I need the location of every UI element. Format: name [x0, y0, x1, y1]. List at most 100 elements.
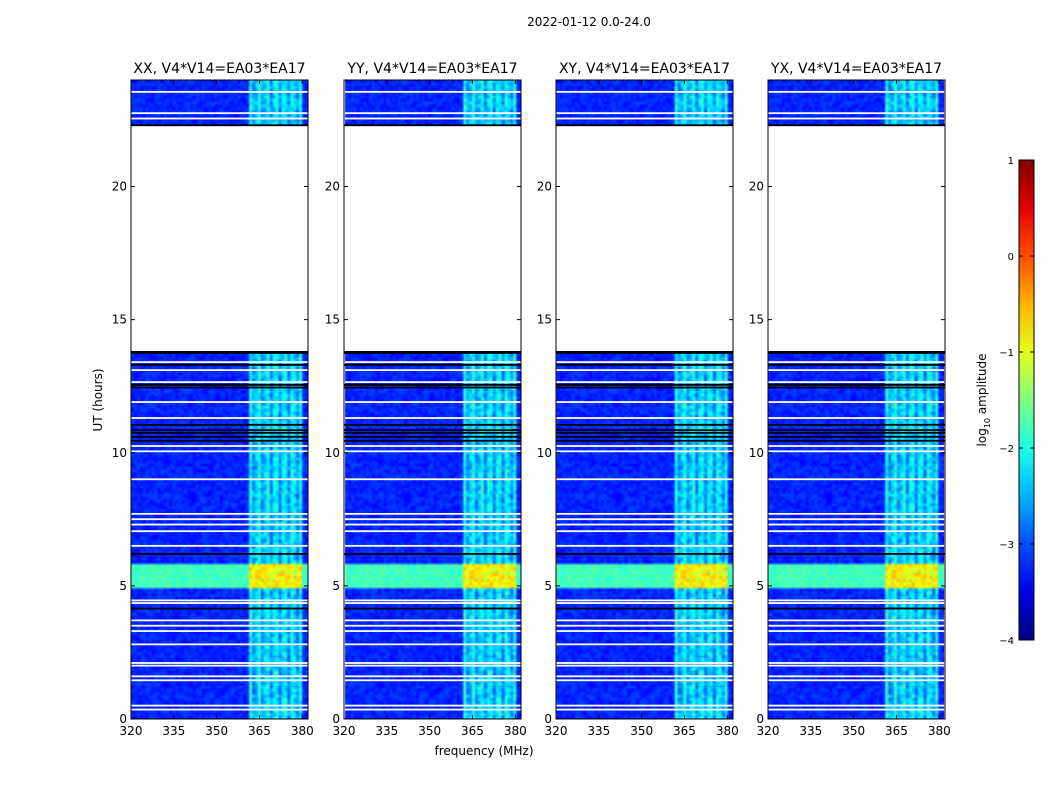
- flag-line: [768, 352, 945, 354]
- flag-line: [344, 435, 521, 438]
- flag-gap: [556, 90, 733, 93]
- flag-gap: [768, 361, 945, 364]
- flag-gap: [556, 704, 733, 707]
- flag-gap: [556, 117, 733, 120]
- flag-gap: [768, 630, 945, 632]
- x-tick-label: 350: [205, 724, 228, 738]
- flag-gap: [344, 478, 521, 481]
- x-tick-label: 335: [375, 724, 398, 738]
- flag-gap: [344, 619, 521, 622]
- flag-gap: [131, 478, 308, 481]
- flag-line: [131, 553, 308, 555]
- flag-gap: [556, 624, 733, 627]
- flag-gap: [131, 619, 308, 622]
- flag-line: [131, 423, 308, 426]
- flag-gap: [344, 664, 521, 667]
- flag-gap: [131, 599, 308, 602]
- flag-line: [344, 553, 521, 555]
- panel: YY, V4*V14=EA03*EA17 320 335 350 365 380 0 5 10 1…: [325, 61, 527, 738]
- flag-gap: [344, 602, 521, 604]
- flag-gap: [768, 664, 945, 667]
- no-data-region: [768, 125, 945, 352]
- x-tick-label: 335: [162, 724, 185, 738]
- y-tick-label: 15: [112, 313, 127, 327]
- flag-gap: [131, 624, 308, 627]
- flag-gap: [556, 112, 733, 115]
- flag-gap: [131, 544, 308, 547]
- colorbar-label: log10 amplitude: [975, 354, 992, 447]
- x-tick-label: 380: [504, 724, 527, 738]
- flag-gap: [131, 675, 308, 678]
- flag-gap: [131, 708, 308, 711]
- flag-gap: [344, 675, 521, 678]
- y-tick-label: 5: [332, 579, 340, 593]
- flag-gap: [344, 518, 521, 521]
- flag-line: [131, 439, 308, 442]
- flag-gap: [344, 679, 521, 682]
- panel-title: YY, V4*V14=EA03*EA17: [346, 61, 517, 77]
- panel-title: YX, V4*V14=EA03*EA17: [770, 61, 942, 77]
- flag-gap: [768, 704, 945, 707]
- no-data-region: [131, 125, 308, 352]
- flag-line: [768, 423, 945, 426]
- flag-line: [344, 607, 521, 610]
- flag-gap: [768, 599, 945, 602]
- y-tick-label: 10: [537, 446, 552, 460]
- flag-gap: [131, 417, 308, 419]
- flag-gap: [131, 679, 308, 682]
- flag-gap: [131, 704, 308, 707]
- flag-line: [556, 439, 733, 442]
- x-axis-label: frequency (MHz): [434, 744, 533, 758]
- flag-gap: [344, 704, 521, 707]
- x-tick-label: 320: [333, 724, 356, 738]
- flag-gap: [556, 450, 733, 453]
- flag-gap: [344, 401, 521, 403]
- y-tick-label: 20: [537, 180, 552, 194]
- panel: XY, V4*V14=EA03*EA17 320 335 350 365 380 0 5 10 1…: [537, 61, 739, 738]
- flag-gap: [344, 530, 521, 533]
- x-tick-label: 365: [248, 724, 271, 738]
- flag-gap: [556, 417, 733, 419]
- panel-plot-area: [131, 80, 308, 719]
- flag-line: [344, 423, 521, 426]
- y-tick-label: 0: [544, 712, 552, 726]
- flag-gap: [344, 417, 521, 419]
- flag-gap: [556, 602, 733, 604]
- flag-gap: [768, 602, 945, 604]
- y-tick-label: 15: [537, 313, 552, 327]
- flag-gap: [344, 369, 521, 372]
- flag-gap: [344, 117, 521, 120]
- flag-line: [768, 383, 945, 386]
- flag-gap: [131, 523, 308, 526]
- flag-gap: [768, 369, 945, 372]
- flag-line: [768, 124, 945, 127]
- flag-line: [344, 352, 521, 354]
- flag-gap: [344, 708, 521, 711]
- colorbar-tick-label: −4: [999, 636, 1014, 647]
- flag-line: [768, 439, 945, 442]
- flag-line: [768, 607, 945, 610]
- figure-title: 2022-01-12 0.0-24.0: [527, 15, 651, 29]
- flag-line: [344, 439, 521, 442]
- flag-gap: [556, 369, 733, 372]
- x-tick-label: 350: [842, 724, 865, 738]
- y-tick-label: 5: [544, 579, 552, 593]
- flag-line: [131, 435, 308, 438]
- panel-plot-area: [556, 80, 733, 719]
- flag-line: [131, 607, 308, 610]
- flag-gap: [344, 630, 521, 632]
- x-tick-label: 320: [757, 724, 780, 738]
- flag-gap: [768, 544, 945, 547]
- y-tick-label: 15: [749, 313, 764, 327]
- y-axis-label: UT (hours): [91, 368, 105, 431]
- x-tick-label: 320: [120, 724, 143, 738]
- colorbar-tick-label: 0: [1008, 252, 1014, 263]
- flag-line: [131, 429, 308, 432]
- y-tick-label: 5: [756, 579, 764, 593]
- flag-gap: [131, 518, 308, 521]
- flag-gap: [556, 401, 733, 403]
- flag-gap: [768, 662, 945, 664]
- panel-plot-area: [344, 80, 521, 719]
- flag-line: [768, 553, 945, 555]
